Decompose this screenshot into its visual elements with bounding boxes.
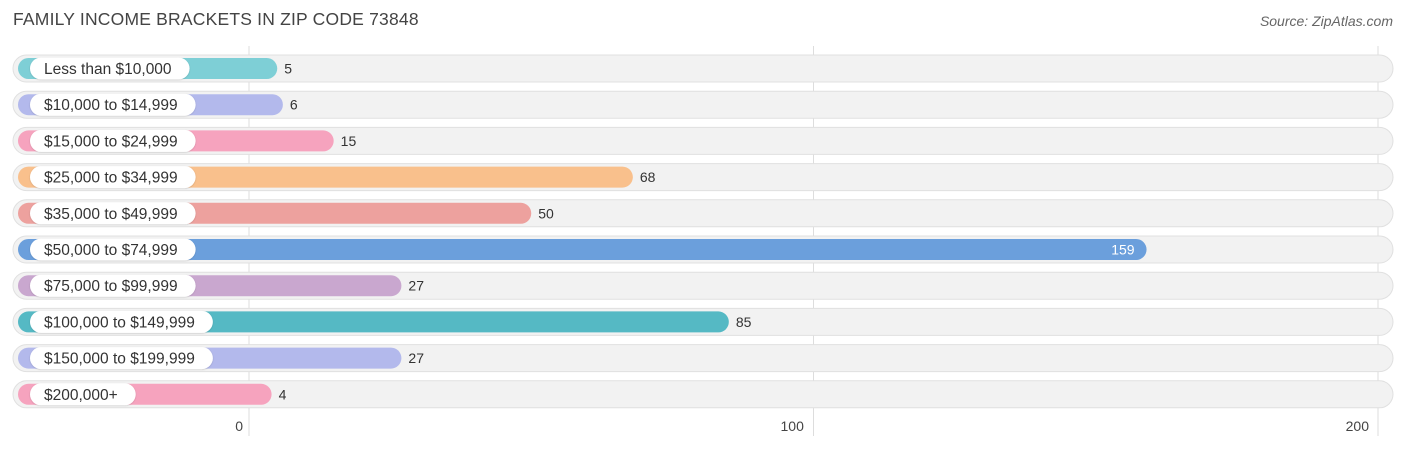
category-label-pill [30, 274, 196, 297]
category-label: $150,000 to $199,999 [44, 351, 195, 368]
value-label: 5 [284, 61, 292, 77]
value-label: 159 [1111, 242, 1135, 258]
category-label: $35,000 to $49,999 [44, 206, 178, 223]
value-label: 27 [408, 350, 424, 366]
category-label: $100,000 to $149,999 [44, 314, 195, 331]
category-label-pill [30, 238, 196, 261]
bar-row: $35,000 to $49,999 50 [12, 199, 1394, 228]
bar-track [12, 380, 1394, 409]
bar-row: $150,000 to $199,999 27 [12, 344, 1394, 373]
bar [18, 239, 1147, 260]
category-label-pill [30, 347, 213, 370]
category-label: $75,000 to $99,999 [44, 278, 178, 295]
bar-track [12, 90, 1394, 119]
category-label-pill [30, 202, 196, 225]
x-tick-label: 200 [1346, 418, 1370, 434]
value-label: 6 [290, 97, 298, 113]
x-tick-label: 0 [235, 418, 243, 434]
bar-row: $75,000 to $99,999 27 [12, 271, 1394, 300]
category-label-pill [30, 57, 190, 80]
category-label-pill [30, 166, 196, 189]
bar-row: $100,000 to $149,999 85 [12, 307, 1394, 336]
value-label: 15 [341, 133, 357, 149]
category-label: $15,000 to $24,999 [44, 133, 178, 150]
value-label: 27 [408, 278, 424, 294]
bar-row: $10,000 to $14,999 6 [12, 90, 1394, 119]
bar-row: $50,000 to $74,999 159 [12, 235, 1394, 264]
category-label: $10,000 to $14,999 [44, 97, 178, 114]
category-label-pill [30, 129, 196, 152]
source-label: Source: ZipAtlas.com [1259, 13, 1393, 29]
chart-title: FAMILY INCOME BRACKETS IN ZIP CODE 73848 [13, 9, 419, 29]
bar-row: $25,000 to $34,999 68 [12, 163, 1394, 192]
bar-row: $15,000 to $24,999 15 [12, 126, 1394, 155]
value-label: 85 [736, 314, 752, 330]
category-label-pill [30, 310, 213, 333]
value-label: 50 [538, 205, 554, 221]
category-label: $50,000 to $74,999 [44, 242, 178, 259]
bar-row: $200,000+ 4 [12, 380, 1394, 409]
category-label: Less than $10,000 [44, 61, 172, 78]
bar-track [12, 126, 1394, 155]
bar-row: Less than $10,000 5 [12, 54, 1394, 83]
value-label: 4 [279, 386, 287, 402]
category-label: $200,000+ [44, 387, 118, 404]
x-tick-label: 100 [781, 418, 805, 434]
bar-track [12, 54, 1394, 83]
value-label: 68 [640, 169, 656, 185]
category-label: $25,000 to $34,999 [44, 170, 178, 187]
category-label-pill [30, 383, 136, 406]
category-label-pill [30, 93, 196, 116]
